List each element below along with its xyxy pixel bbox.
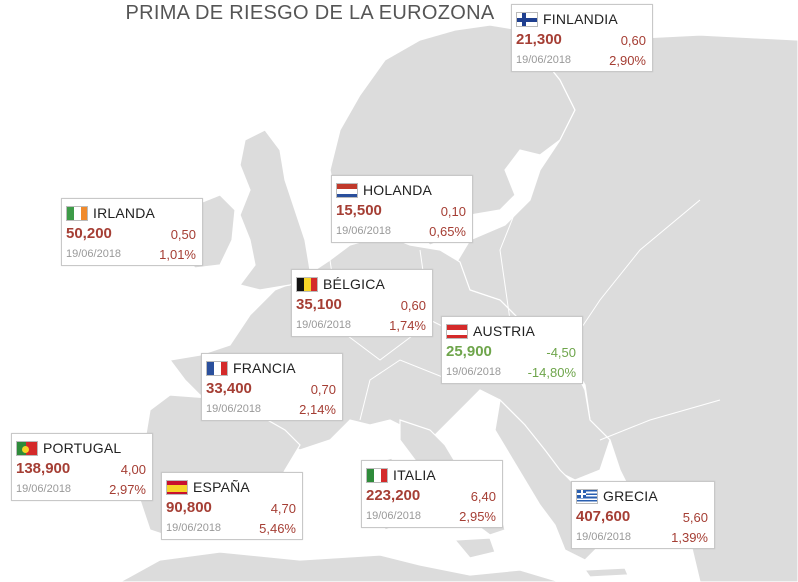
country-name: GRECIA [603, 488, 658, 504]
crete-island [583, 567, 629, 578]
sicily-island [453, 537, 496, 559]
country-header: BÉLGICA [296, 274, 385, 294]
risk-premium-value: 35,100 [296, 296, 342, 313]
quote-date: 19/06/2018 [66, 248, 122, 260]
greece-flag-icon [576, 488, 598, 504]
quote-date: 19/06/2018 [366, 510, 422, 522]
country-name: HOLANDA [363, 182, 433, 198]
country-card-grecia[interactable]: GRECIA 407,600 5,60 19/06/2018 1,39% [571, 481, 715, 549]
country-header: AUSTRIA [446, 321, 535, 341]
quote-date: 19/06/2018 [16, 483, 72, 495]
risk-premium-value: 50,200 [66, 225, 112, 242]
risk-premium-change: -4,50 [546, 345, 576, 360]
country-name: IRLANDA [93, 205, 156, 221]
country-header: HOLANDA [336, 180, 432, 200]
risk-premium-percent: 2,97% [109, 482, 146, 497]
country-header: FRANCIA [206, 358, 296, 378]
country-card-austria[interactable]: AUSTRIA 25,900 -4,50 19/06/2018 -14,80% [441, 316, 583, 384]
risk-premium-change: 0,10 [440, 204, 466, 219]
risk-premium-change: 0,60 [400, 298, 426, 313]
country-name: AUSTRIA [473, 323, 536, 339]
risk-premium-percent: 5,46% [259, 521, 296, 536]
country-card-italia[interactable]: ITALIA 223,200 6,40 19/06/2018 2,95% [361, 460, 503, 528]
risk-premium-percent: 1,74% [389, 318, 426, 333]
risk-premium-percent: 0,65% [429, 224, 466, 239]
risk-premium-value: 25,900 [446, 343, 492, 360]
risk-premium-value: 21,300 [516, 31, 562, 48]
quote-date: 19/06/2018 [166, 522, 222, 534]
country-name: ESPAÑA [193, 479, 250, 495]
risk-premium-change: 5,60 [682, 510, 708, 525]
country-name: BÉLGICA [323, 276, 386, 292]
quote-date: 19/06/2018 [446, 366, 502, 378]
country-name: FINLANDIA [543, 11, 618, 27]
risk-premium-percent: 2,95% [459, 509, 496, 524]
risk-premium-change: 0,50 [170, 227, 196, 242]
great-britain-island [238, 129, 311, 291]
quote-date: 19/06/2018 [336, 225, 392, 237]
country-header: ESPAÑA [166, 477, 250, 497]
country-card-irlanda[interactable]: IRLANDA 50,200 0,50 19/06/2018 1,01% [61, 198, 203, 266]
country-card-portugal[interactable]: PORTUGAL 138,900 4,00 19/06/2018 2,97% [11, 433, 153, 501]
portugal-flag-icon [16, 440, 38, 456]
risk-premium-percent: 2,90% [609, 53, 646, 68]
risk-premium-value: 90,800 [166, 499, 212, 516]
risk-premium-change: 0,70 [310, 382, 336, 397]
country-card-belgica[interactable]: BÉLGICA 35,100 0,60 19/06/2018 1,74% [291, 269, 433, 337]
country-header: IRLANDA [66, 203, 155, 223]
risk-premium-change: 6,40 [470, 489, 496, 504]
risk-premium-percent: 1,39% [671, 530, 708, 545]
risk-premium-value: 407,600 [576, 508, 631, 525]
country-header: ITALIA [366, 465, 436, 485]
italy-flag-icon [366, 467, 388, 483]
country-name: ITALIA [393, 467, 436, 483]
country-header: FINLANDIA [516, 9, 618, 29]
risk-premium-value: 15,500 [336, 202, 382, 219]
country-name: FRANCIA [233, 360, 296, 376]
north-africa-land [119, 551, 561, 582]
risk-premium-percent: -14,80% [527, 365, 576, 380]
country-header: GRECIA [576, 486, 658, 506]
belgium-flag-icon [296, 276, 318, 292]
country-name: PORTUGAL [43, 440, 122, 456]
risk-premium-percent: 1,01% [159, 247, 196, 262]
spain-flag-icon [166, 479, 188, 495]
country-card-espana[interactable]: ESPAÑA 90,800 4,70 19/06/2018 5,46% [161, 472, 303, 540]
finland-flag-icon [516, 11, 538, 27]
country-card-holanda[interactable]: HOLANDA 15,500 0,10 19/06/2018 0,65% [331, 175, 473, 243]
risk-premium-percent: 2,14% [299, 402, 336, 417]
quote-date: 19/06/2018 [206, 403, 262, 415]
netherlands-flag-icon [336, 182, 358, 198]
quote-date: 19/06/2018 [296, 319, 352, 331]
risk-premium-change: 4,70 [270, 501, 296, 516]
austria-flag-icon [446, 323, 468, 339]
ireland-flag-icon [66, 205, 88, 221]
country-header: PORTUGAL [16, 438, 121, 458]
country-card-francia[interactable]: FRANCIA 33,400 0,70 19/06/2018 2,14% [201, 353, 343, 421]
country-card-finlandia[interactable]: FINLANDIA 21,300 0,60 19/06/2018 2,90% [511, 4, 653, 72]
risk-premium-change: 4,00 [120, 462, 146, 477]
risk-premium-value: 33,400 [206, 380, 252, 397]
border-line [599, 399, 721, 441]
border-line [499, 199, 521, 321]
quote-date: 19/06/2018 [576, 531, 632, 543]
risk-premium-value: 223,200 [366, 487, 421, 504]
map-title: PRIMA DE RIESGO DE LA EUROZONA [125, 2, 495, 24]
quote-date: 19/06/2018 [516, 54, 572, 66]
risk-premium-change: 0,60 [620, 33, 646, 48]
risk-premium-value: 138,900 [16, 460, 71, 477]
border-line [359, 359, 451, 421]
france-flag-icon [206, 360, 228, 376]
